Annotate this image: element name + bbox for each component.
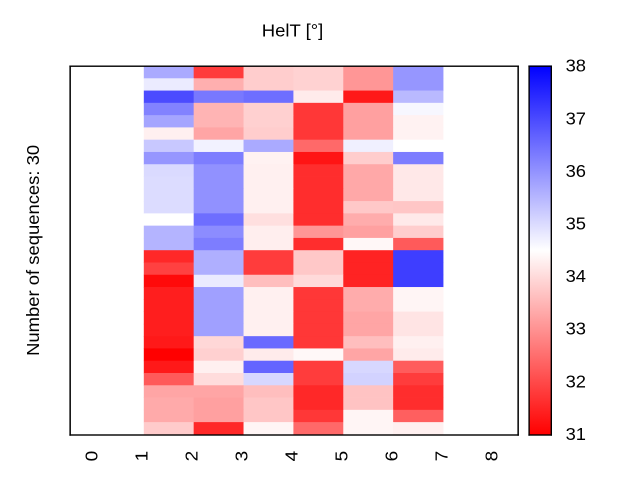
svg-text:6: 6 [383,451,402,462]
svg-text:34: 34 [566,267,586,286]
svg-text:3: 3 [233,451,252,462]
svg-text:1: 1 [133,451,152,462]
svg-text:HelT [°]: HelT [°] [262,22,324,41]
svg-text:8: 8 [483,451,502,462]
svg-text:5: 5 [333,451,352,462]
svg-text:38: 38 [566,57,586,76]
svg-text:7: 7 [433,451,452,462]
svg-text:4: 4 [283,451,302,462]
svg-text:32: 32 [566,372,586,391]
svg-text:31: 31 [566,425,586,444]
svg-text:37: 37 [566,109,586,128]
svg-text:0: 0 [83,451,102,462]
svg-text:35: 35 [566,215,586,234]
svg-text:2: 2 [183,451,202,462]
svg-text:33: 33 [566,320,586,339]
svg-text:36: 36 [566,162,586,181]
svg-text:Number of sequences: 30: Number of sequences: 30 [24,145,43,356]
